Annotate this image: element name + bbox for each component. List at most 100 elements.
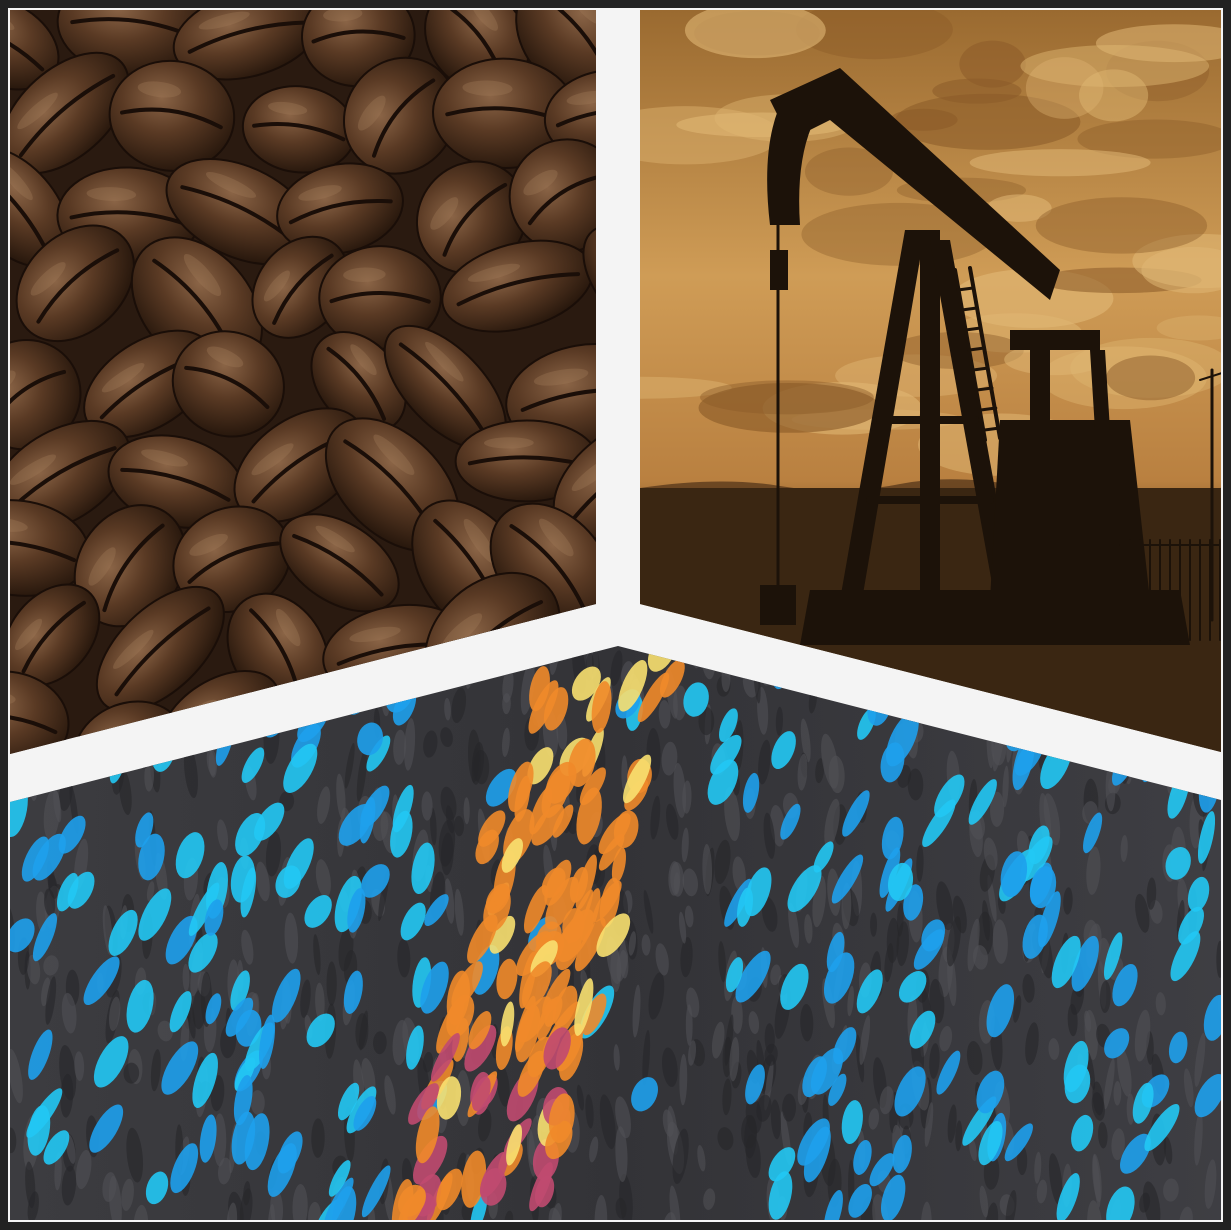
cell	[853, 1139, 872, 1175]
cell	[10, 918, 35, 953]
cell	[968, 779, 997, 825]
cell	[787, 865, 822, 913]
cell	[574, 917, 606, 972]
coffee-bean	[441, 239, 594, 333]
cell	[1071, 935, 1099, 992]
cell	[623, 754, 652, 804]
cell	[596, 913, 631, 958]
cell	[452, 1018, 470, 1062]
cell	[881, 816, 904, 860]
cell	[544, 859, 572, 906]
coffee-bean	[342, 56, 458, 175]
cell	[1165, 847, 1191, 880]
cell	[169, 991, 192, 1033]
cell	[745, 1064, 765, 1105]
cell	[710, 734, 742, 775]
cell	[1051, 935, 1081, 989]
coffee-bean	[582, 224, 596, 341]
cell	[471, 1076, 491, 1112]
cell	[83, 956, 120, 1006]
coffee-bean	[10, 670, 70, 754]
coffee-bean	[95, 585, 225, 713]
cell	[823, 1190, 843, 1220]
cell	[306, 1013, 335, 1048]
cell	[461, 1150, 487, 1208]
cell	[659, 659, 685, 698]
cell	[360, 864, 390, 898]
cell	[415, 1106, 440, 1164]
cell	[1071, 1114, 1094, 1152]
cell	[430, 1032, 460, 1082]
cell	[343, 970, 363, 1014]
cell	[188, 932, 218, 973]
coffee-bean	[108, 59, 236, 172]
coffee-bean	[415, 160, 528, 275]
cell	[521, 961, 552, 1010]
cell	[1104, 1028, 1130, 1059]
cell	[506, 1124, 523, 1166]
cell	[478, 810, 506, 847]
cell	[1103, 932, 1123, 980]
cell	[420, 961, 449, 1014]
cell	[324, 1177, 354, 1220]
cell	[1000, 851, 1028, 898]
coffee-bean	[10, 51, 130, 175]
cell	[1197, 811, 1216, 864]
cell	[1063, 1040, 1089, 1093]
coffee-bean	[171, 330, 285, 438]
cell	[978, 1121, 1003, 1166]
cell	[744, 867, 772, 917]
cell	[411, 842, 435, 895]
cell	[892, 1134, 912, 1174]
cell	[543, 1027, 571, 1070]
cell	[337, 1082, 360, 1121]
cell	[887, 862, 914, 901]
cell	[683, 682, 709, 717]
cell	[1170, 931, 1201, 982]
cell	[304, 895, 332, 928]
cell	[909, 1010, 936, 1049]
cell	[267, 1143, 297, 1197]
cell	[894, 1066, 926, 1117]
coffee-bean	[543, 69, 596, 162]
cell	[725, 957, 744, 993]
cell	[408, 1083, 439, 1125]
cell	[126, 979, 154, 1033]
cell	[56, 872, 79, 912]
cell	[797, 1118, 830, 1166]
cell	[138, 833, 165, 881]
cell	[271, 968, 301, 1023]
cell	[436, 1076, 462, 1120]
cell	[548, 1093, 575, 1144]
cell	[1203, 994, 1221, 1041]
cell	[233, 1075, 253, 1126]
cell	[898, 971, 927, 1003]
cell	[545, 876, 579, 930]
cell	[848, 1183, 872, 1218]
coffee-bean	[508, 138, 596, 253]
cell	[1028, 825, 1050, 865]
cell	[1187, 876, 1210, 912]
cell	[413, 1135, 448, 1185]
cell	[161, 1041, 199, 1095]
cell	[531, 804, 565, 846]
cell	[1168, 1031, 1188, 1064]
cell	[529, 1162, 553, 1212]
cell	[496, 958, 518, 1000]
cell	[1194, 1073, 1221, 1118]
cell	[591, 681, 612, 734]
cell	[231, 1111, 256, 1165]
coffee-bean	[279, 513, 400, 613]
cell	[489, 915, 516, 954]
cell	[357, 722, 383, 756]
cell	[543, 687, 569, 731]
coffee-bean	[172, 505, 292, 614]
cell	[523, 885, 549, 934]
cell	[347, 888, 366, 933]
cell	[480, 1168, 507, 1206]
cell	[1144, 1104, 1180, 1152]
cell	[574, 978, 594, 1036]
cell	[470, 1192, 488, 1220]
coffee-bean	[241, 85, 357, 174]
